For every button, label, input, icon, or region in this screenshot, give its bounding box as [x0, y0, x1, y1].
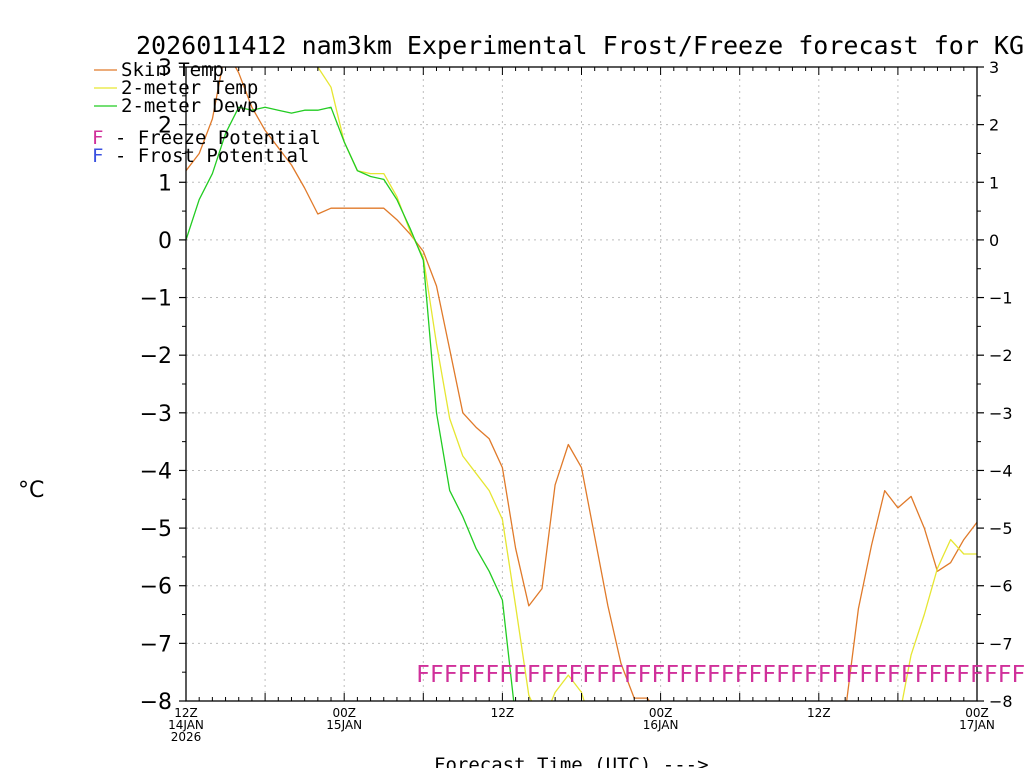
x-tick-label: 12Z: [491, 706, 515, 720]
y-tick-label-left: −2: [140, 344, 172, 369]
y-tick-label-left: 2: [158, 114, 172, 139]
y-tick-label-right: −1: [989, 289, 1013, 308]
y-tick-label-left: −8: [140, 690, 172, 715]
y-tick-label-left: −3: [140, 402, 172, 427]
freeze-potential-marks: FFFFFFFFFFFFFFFFFFFFFFFFFFFFFFFFFFFFFFFF…: [416, 662, 1024, 688]
x-tick-label: 00Z: [332, 706, 356, 720]
legend-f-text: - Freeze Potential: [103, 127, 320, 149]
legend-f-entry: F - Freeze Potential: [92, 127, 321, 149]
y-tick-label-left: −6: [140, 575, 172, 600]
y-axis-left: 3 2 1 0 −1 −2 −3 −4 −5 −6 −7 −8: [140, 56, 186, 715]
y-tick-label-right: −6: [989, 577, 1013, 596]
legend-label: 2-meter Temp: [121, 77, 258, 99]
legend-f-mark: F: [92, 145, 103, 167]
y-tick-label-right: −2: [989, 346, 1013, 365]
x-tick-label: 00Z: [965, 706, 989, 720]
y-tick-label-left: 1: [158, 171, 172, 196]
y-tick-label-right: −4: [989, 461, 1013, 480]
y-tick-label-left: −4: [140, 459, 172, 484]
legend-f-entry: F - Frost Potential: [92, 145, 309, 167]
series-line-skin-temp: [186, 67, 977, 701]
x-tick-label: 12Z: [174, 706, 198, 720]
legend-f-text: - Frost Potential: [103, 145, 309, 167]
x-axis-label: Forecast Time (UTC) --->: [434, 754, 709, 768]
y-tick-label-right: 3: [989, 58, 999, 77]
x-tick-label: 17JAN: [959, 718, 995, 732]
x-tick-label: 14JAN: [168, 718, 204, 732]
x-tick-label: 16JAN: [643, 718, 679, 732]
y-tick-label-left: 0: [158, 229, 172, 254]
legend-label: 2-meter Dewp: [121, 95, 258, 117]
y-tick-label-left: −1: [140, 287, 172, 312]
grid-lines: [186, 67, 977, 701]
y-tick-label-right: −5: [989, 519, 1013, 538]
legend-label: Skin Temp: [121, 59, 224, 81]
legend-f-mark: F: [92, 127, 103, 149]
chart-title: 2026011412 nam3km Experimental Frost/Fre…: [136, 31, 1024, 60]
x-tick-label: 2026: [171, 730, 202, 744]
series-line-2-meter-temp: [317, 67, 977, 701]
y-axis-right: 3 2 1 0 −1 −2 −3 −4 −5 −6 −7 −8: [977, 58, 1013, 711]
y-tick-label-right: 2: [989, 116, 999, 135]
y-tick-label-right: −7: [989, 634, 1013, 653]
series-layer: [186, 67, 977, 701]
x-tick-label: 15JAN: [326, 718, 362, 732]
y-tick-label-right: 0: [989, 231, 999, 250]
y-tick-label-right: 1: [989, 173, 999, 192]
y-axis-label: °C: [18, 478, 44, 503]
x-tick-label: 12Z: [807, 706, 831, 720]
y-tick-label-left: 3: [158, 56, 172, 81]
y-tick-label-right: −8: [989, 692, 1013, 711]
y-tick-label-left: −7: [140, 632, 172, 657]
series-line-2-meter-dewp: [186, 106, 515, 701]
y-tick-label-left: −5: [140, 517, 172, 542]
x-tick-label: 00Z: [649, 706, 673, 720]
y-tick-label-right: −3: [989, 404, 1013, 423]
